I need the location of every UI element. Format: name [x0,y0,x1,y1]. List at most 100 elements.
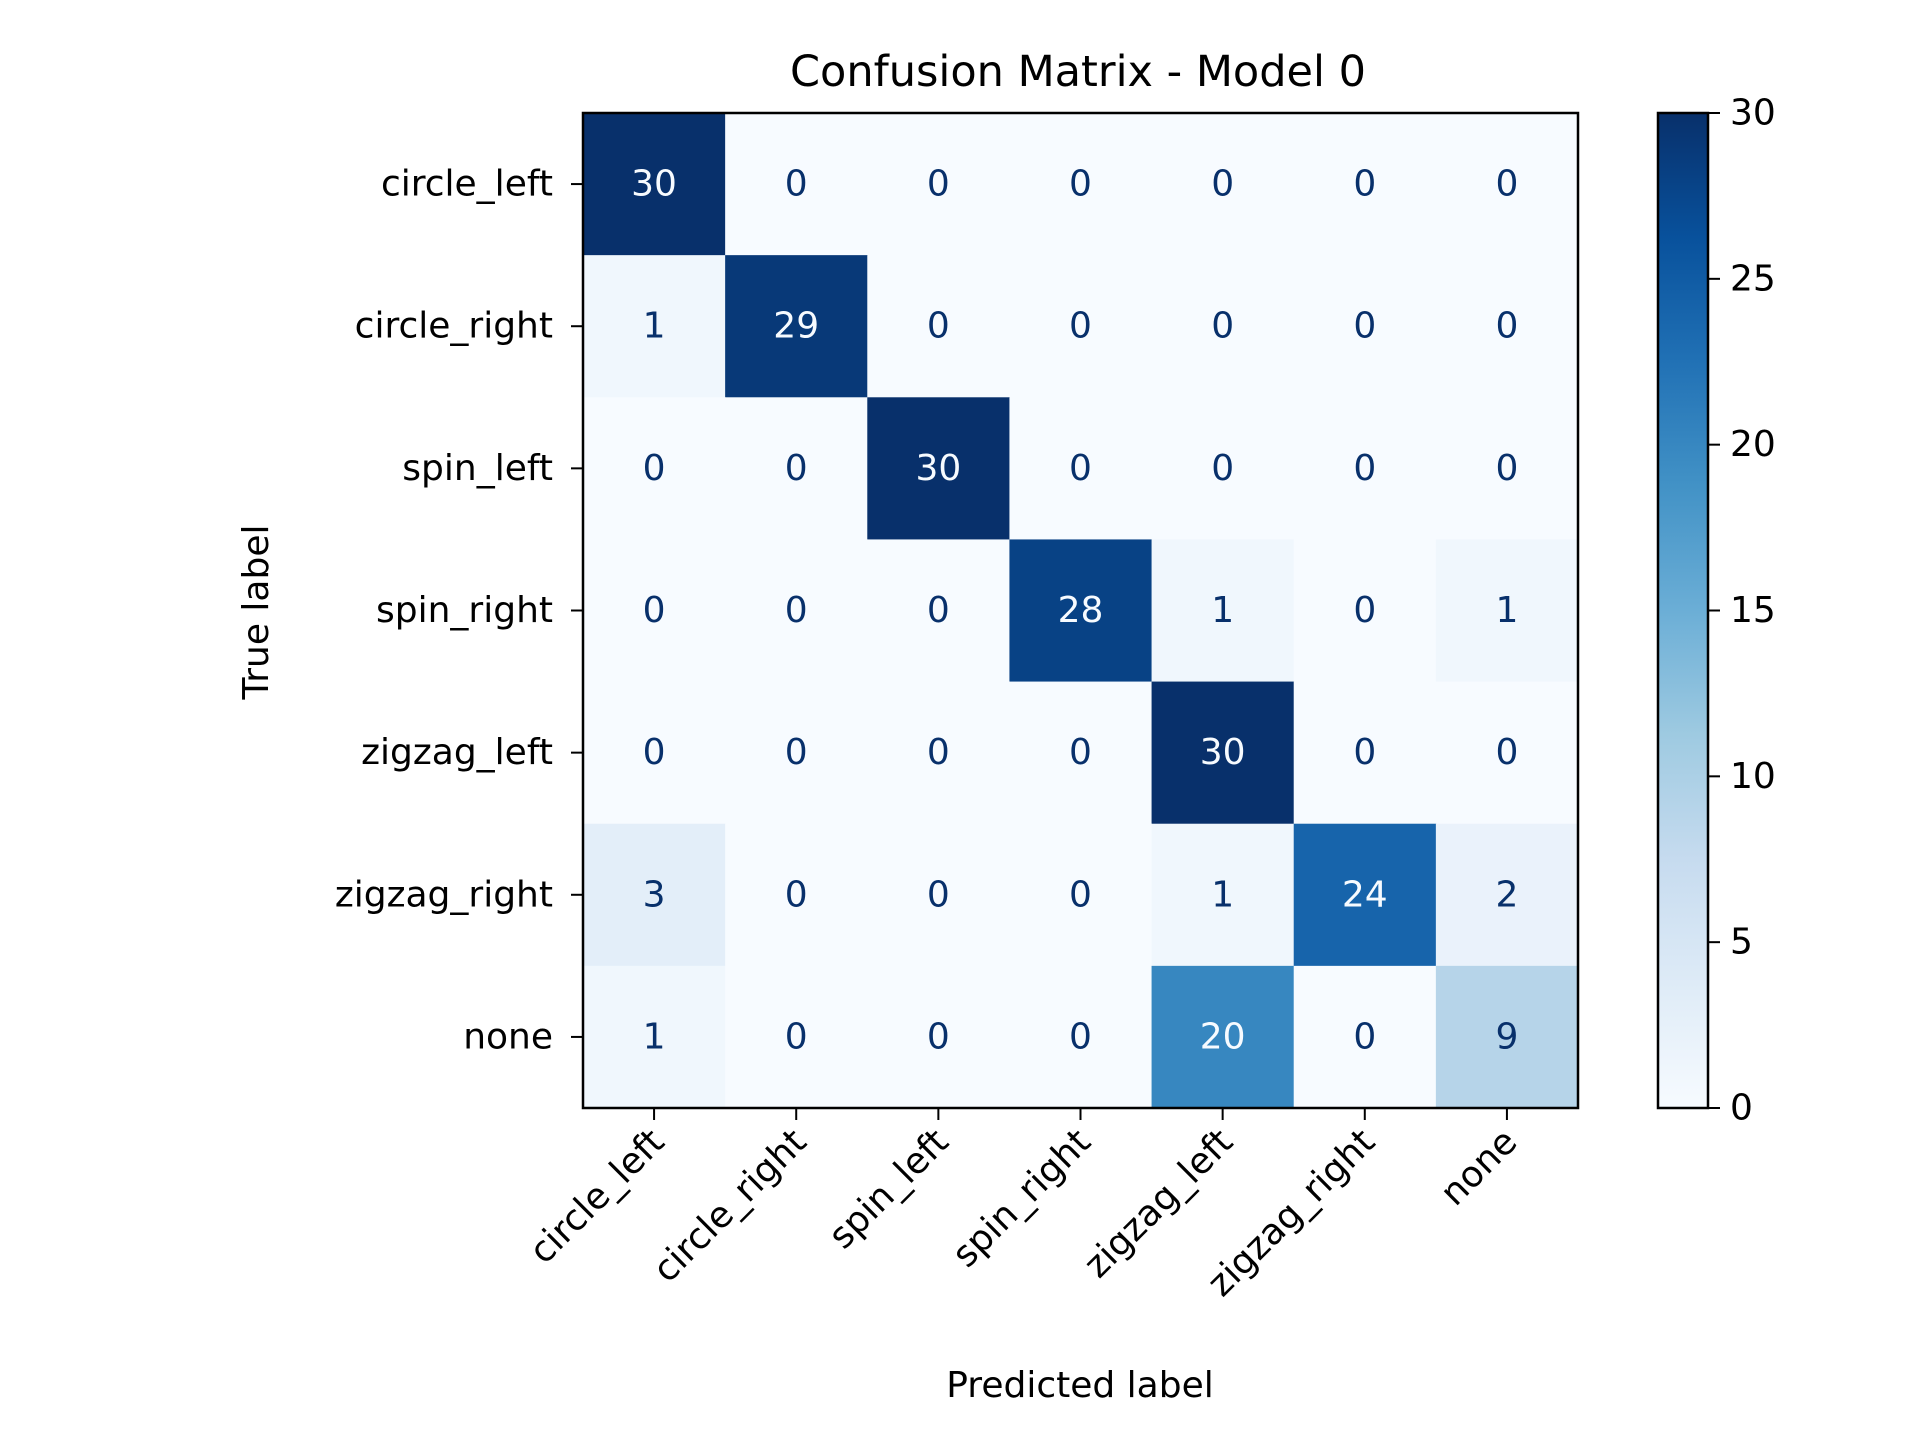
chart-title: Confusion Matrix - Model 0 [790,47,1366,97]
cell-value-label: 0 [785,874,808,915]
cell-value-label: 9 [1495,1016,1518,1057]
heatmap-cell [1009,113,1153,256]
cell-value-label: 1 [643,306,666,347]
heatmap-cell [1435,255,1579,398]
heatmap-cell [1293,965,1437,1109]
cell-value-label: 0 [1495,306,1518,347]
cell-value-label: 30 [631,164,677,205]
heatmap-cell [867,397,1010,540]
heatmap-cell [1293,397,1437,540]
y-tick-label: spin_left [402,448,553,489]
cell-value-label: 0 [785,590,808,631]
heatmap-cell [583,965,726,1109]
cell-value-label: 0 [785,732,808,773]
cell-value-label: 0 [1211,164,1234,205]
cell-value-label: 1 [1495,590,1518,631]
heatmap-cell [583,681,726,825]
heatmap-cell [725,113,868,256]
cell-value-label: 0 [927,306,950,347]
colorbar-tick-label: 0 [1730,1088,1753,1129]
cell-value-label: 0 [927,874,950,915]
cell-value-label: 1 [643,1016,666,1057]
colorbar-tick-label: 5 [1730,922,1753,963]
heatmap-cell [1293,539,1437,683]
cell-value-label: 0 [1069,448,1092,489]
y-tick-label: circle_left [381,164,553,205]
y-tick-label: circle_right [355,306,553,347]
y-tick-label: zigzag_right [335,874,553,915]
y-axis-label: True label [236,525,277,701]
cell-value-label: 0 [785,1016,808,1057]
heatmap-cell [1151,539,1295,683]
cell-value-labels: 30 0 0 0 0 0 01 29 0 0 0 0 00 0 30 0 0 0 00 0 0 28 1 0 10 0 0 0 30 0 0… [631,164,1518,1058]
heatmap-cell [583,539,726,683]
cell-value-label: 0 [1495,448,1518,489]
x-tick-label: spin_right [945,1121,1099,1275]
heatmap-cell [867,255,1010,398]
heatmap-cell [1009,823,1153,967]
heatmap-cell [1009,539,1153,683]
cell-value-label: 3 [643,874,666,915]
cell-value-label: 0 [927,732,950,773]
colorbar-tick-label: 15 [1730,590,1776,631]
colorbar-tick-label: 25 [1730,258,1776,299]
cell-value-label: 0 [1069,306,1092,347]
cell-value-label: 2 [1495,874,1518,915]
cell-value-label: 0 [927,1016,950,1057]
cell-value-label: 1 [1211,590,1234,631]
cell-value-label: 0 [643,732,666,773]
heatmap-cell [1435,539,1579,683]
x-tick-label: spin_left [821,1121,957,1257]
cell-value-label: 0 [1211,306,1234,347]
cell-value-label: 0 [1069,1016,1092,1057]
heatmap-cell [1293,255,1437,398]
y-axis-ticks: circle_left circle_right spin_left spin_rig… [335,164,583,1057]
heatmap-cell [1293,113,1437,256]
cell-value-label: 30 [915,448,961,489]
cell-value-label: 0 [1495,732,1518,773]
cell-value-label: 0 [1069,874,1092,915]
cell-value-label: 24 [1342,874,1388,915]
heatmap-cell [1151,965,1295,1109]
cell-value-label: 0 [785,164,808,205]
x-tick-label: circle_right [645,1121,814,1290]
heatmap-cell [725,681,868,825]
heatmap-cell [725,397,868,540]
colorbar-tick-label: 10 [1730,756,1776,797]
heatmap-cell [1293,823,1437,967]
heatmap-cell [1151,397,1295,540]
heatmap-cell [1435,397,1579,540]
heatmap-cell [1151,255,1295,398]
cell-value-label: 0 [1353,1016,1376,1057]
cell-value-label: 0 [1353,590,1376,631]
cell-value-label: 20 [1200,1016,1246,1057]
x-axis-label: Predicted label [946,1365,1214,1406]
heatmap-cell [1293,681,1437,825]
colorbar [1656,111,1710,1110]
heatmap-cell [583,113,726,256]
heatmap-cell [867,823,1010,967]
cell-value-label: 0 [927,164,950,205]
cell-value-label: 0 [1353,306,1376,347]
cell-value-label: 0 [1353,732,1376,773]
heatmap-cell [1009,965,1153,1109]
cell-value-label: 28 [1058,590,1104,631]
heatmap-cell [1151,823,1295,967]
heatmap-cell [1435,113,1579,256]
cell-value-label: 30 [1200,732,1246,773]
heatmap-cell [1151,113,1295,256]
heatmap-cell [583,255,726,398]
heatmap-cell [1009,255,1153,398]
heatmap-cell [867,113,1010,256]
heatmap-cell [725,255,868,398]
cell-value-label: 0 [1069,164,1092,205]
cell-value-label: 0 [1353,448,1376,489]
heatmap-cell [725,539,868,683]
cell-value-label: 0 [643,448,666,489]
cell-value-label: 0 [1353,164,1376,205]
cell-value-label: 0 [1495,164,1518,205]
x-tick-label: circle_left [522,1121,673,1272]
heatmap-cell [725,823,868,967]
